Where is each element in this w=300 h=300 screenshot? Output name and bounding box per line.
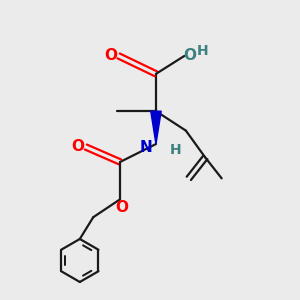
Text: H: H <box>169 143 181 157</box>
Text: H: H <box>196 44 208 58</box>
Polygon shape <box>151 111 161 144</box>
Text: O: O <box>115 200 128 215</box>
Text: N: N <box>139 140 152 154</box>
Text: O: O <box>104 48 117 63</box>
Text: O: O <box>71 139 84 154</box>
Text: O: O <box>183 48 196 63</box>
